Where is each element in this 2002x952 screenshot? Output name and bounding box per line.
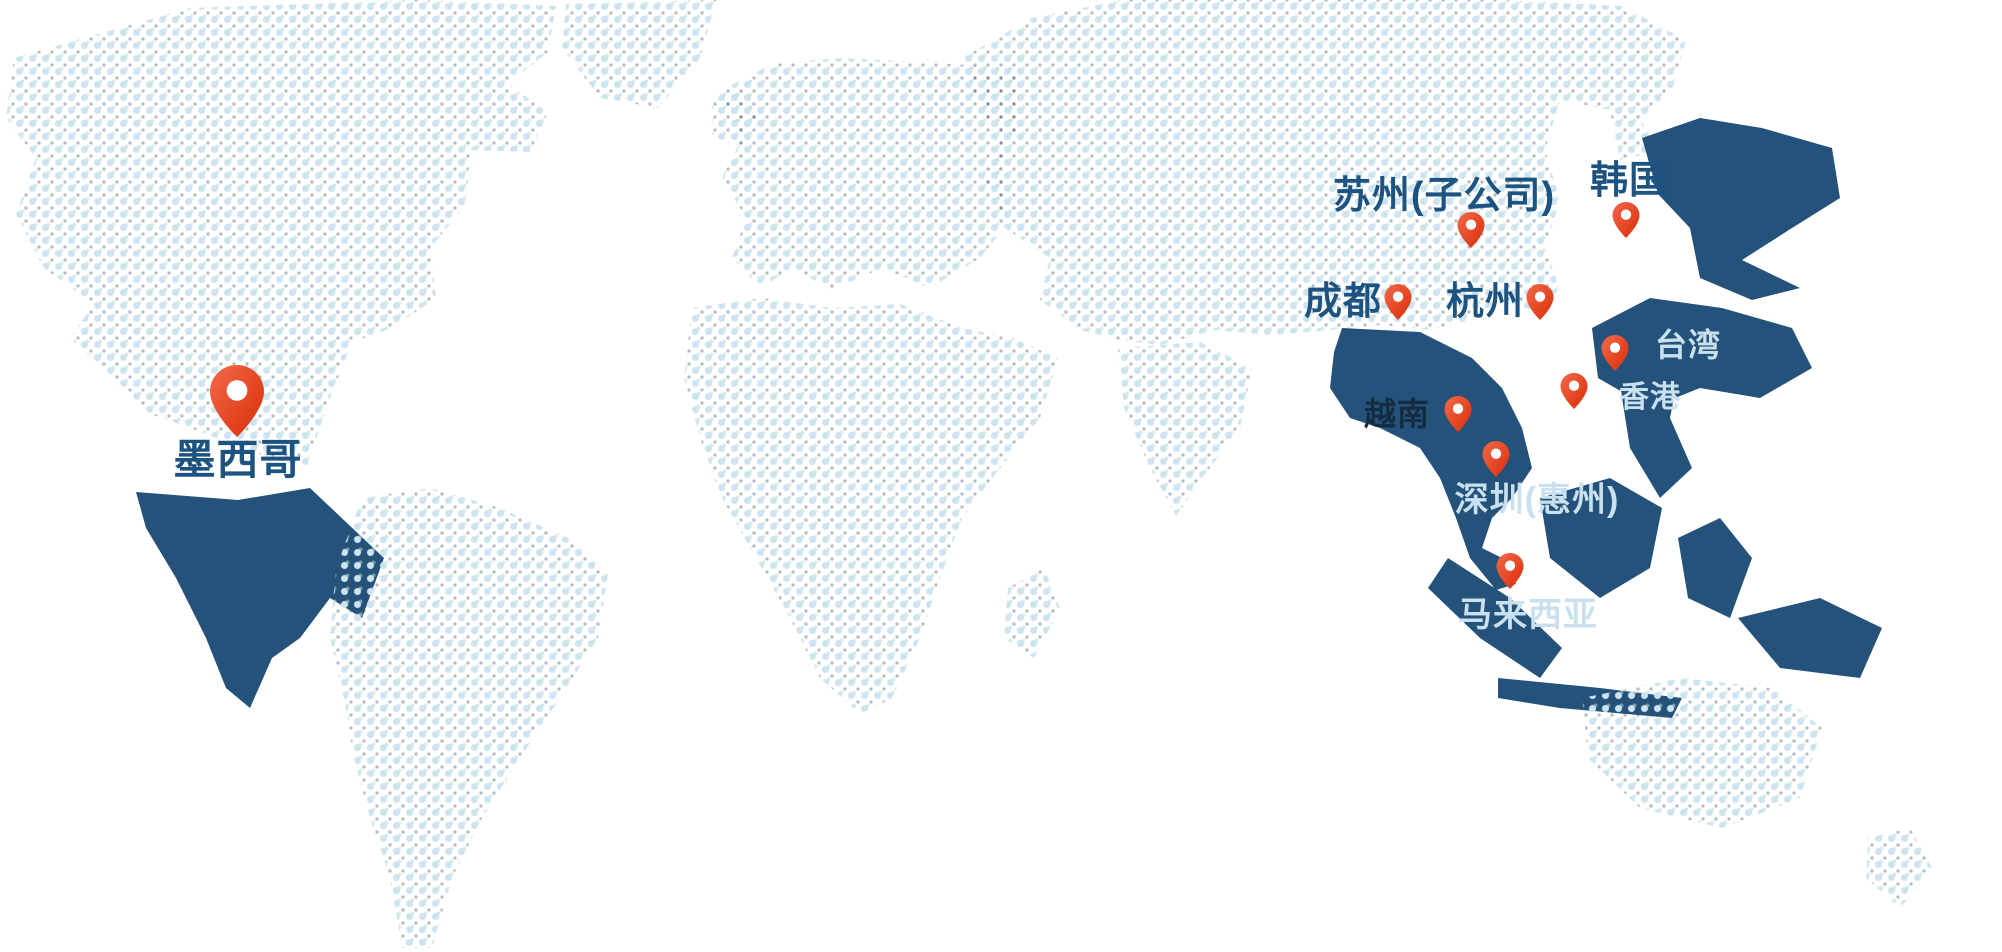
map-pin-icon: [1482, 441, 1510, 477]
label-chengdu: 成都: [1303, 281, 1383, 323]
map-pin-icon: [1526, 284, 1554, 320]
pin-mexico[interactable]: [210, 365, 264, 437]
label-shenzhen-huizhou: 深圳(惠州): [1454, 481, 1620, 519]
label-vietnam: 越南: [1363, 396, 1431, 432]
pin-suzhou[interactable]: [1457, 212, 1485, 248]
map-pin-icon: [1612, 202, 1640, 238]
map-pin-icon: [210, 365, 264, 437]
pin-chengdu[interactable]: [1384, 284, 1412, 320]
pin-hongkong[interactable]: [1560, 373, 1588, 409]
pin-hangzhou[interactable]: [1526, 284, 1554, 320]
label-taiwan: 台湾: [1654, 327, 1722, 363]
label-malaysia: 马来西亚: [1458, 596, 1598, 634]
label-hongkong: 香港: [1619, 381, 1681, 414]
map-pin-icon: [1496, 553, 1524, 589]
map-pin-icon: [1601, 335, 1629, 371]
map-pin-icon: [1560, 373, 1588, 409]
label-mexico: 墨西哥: [173, 436, 303, 483]
pin-vietnam[interactable]: [1444, 396, 1472, 432]
map-pin-icon: [1444, 396, 1472, 432]
pin-korea[interactable]: [1612, 202, 1640, 238]
map-pin-icon: [1384, 284, 1412, 320]
pin-malaysia[interactable]: [1496, 553, 1524, 589]
pin-taiwan[interactable]: [1601, 335, 1629, 371]
label-suzhou: 苏州(子公司): [1332, 175, 1556, 217]
label-hangzhou: 杭州: [1445, 281, 1525, 323]
label-korea: 韩国: [1589, 160, 1669, 202]
pin-shenzhen-huizhou[interactable]: [1482, 441, 1510, 477]
map-pin-icon: [1457, 212, 1485, 248]
